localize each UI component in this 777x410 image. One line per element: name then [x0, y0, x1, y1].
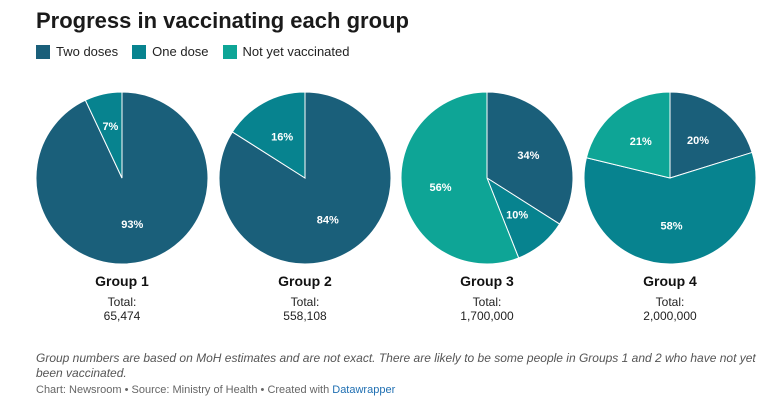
group-3-total-label: Total:: [472, 295, 502, 309]
group-1-total-label: Total:: [107, 295, 137, 309]
legend: Two doses One dose Not yet vaccinated: [36, 44, 349, 59]
group-2-caption: Group 2 Total: 558,108: [220, 273, 390, 323]
group-1-slice-two-doses: [35, 91, 209, 265]
group-3-total-value: 1,700,000: [460, 309, 514, 323]
legend-swatch-not-vaccinated: [222, 44, 237, 59]
group-4-slice-label-two-doses: 20%: [687, 135, 709, 147]
group-2-slice-label-two-doses: 84%: [317, 214, 339, 226]
legend-swatch-two-doses: [36, 44, 50, 59]
group-2-total-label: Total:: [290, 295, 320, 309]
legend-label-not-vaccinated: Not yet vaccinated: [242, 44, 350, 59]
group-3-slice-label-not-yet-vaccinated: 56%: [429, 182, 451, 194]
group-4-total-value: 2,000,000: [643, 309, 697, 323]
group-3-slice-label-one-dose: 10%: [506, 209, 528, 221]
chart-title: Progress in vaccinating each group: [36, 8, 409, 33]
group-1-slice-label-one-dose: 7%: [102, 121, 118, 133]
legend-item-not-vaccinated: Not yet vaccinated: [222, 44, 350, 59]
pie-charts: 93% 7% 84% 16% 34% 10% 56% 20% 58% 21%: [35, 91, 757, 265]
chart-credits: Chart: Newsroom • Source: Ministry of He…: [36, 384, 395, 396]
group-4-caption: Group 4 Total: 2,000,000: [585, 273, 755, 323]
legend-label-two-doses: Two doses: [56, 44, 119, 59]
legend-item-two-doses: Two doses: [36, 44, 118, 59]
group-4-slice-not-yet-vaccinated: [585, 91, 671, 179]
group-1-caption: Group 1 Total: 65,474: [37, 273, 207, 323]
group-1-slice-label-two-doses: 93%: [121, 219, 143, 231]
group-1-slice-one-dose: [84, 91, 123, 179]
group-2-slice-one-dose: [231, 91, 306, 179]
group-3-slice-not-yet-vaccinated: [400, 91, 520, 265]
group-3-slice-label-two-doses: 34%: [517, 150, 539, 162]
group-2-title: Group 2: [278, 273, 332, 289]
group-1-total-value: 65,474: [103, 309, 141, 323]
group-4-slice-label-not-yet-vaccinated: 21%: [630, 136, 652, 148]
legend-label-one-dose: One dose: [152, 44, 209, 59]
chart-note: Group numbers are based on MoH estimates…: [36, 351, 756, 380]
group-2-total-value: 558,108: [283, 309, 327, 323]
group-2-slice-label-one-dose: 16%: [271, 132, 293, 144]
group-4-slice-label-one-dose: 58%: [660, 220, 682, 232]
credits-text: Chart: Newsroom • Source: Ministry of He…: [36, 384, 333, 396]
group-4-slice-two-doses: [669, 91, 753, 179]
datawrapper-link[interactable]: Datawrapper: [332, 384, 396, 396]
group-3-caption: Group 3 Total: 1,700,000: [402, 273, 572, 323]
legend-item-one-dose: One dose: [132, 44, 209, 59]
group-4-slice-one-dose: [583, 151, 757, 265]
group-3-title: Group 3: [460, 273, 514, 289]
group-4-total-label: Total:: [655, 295, 685, 309]
group-1-title: Group 1: [95, 273, 149, 289]
legend-swatch-one-dose: [132, 44, 147, 59]
group-4-title: Group 4: [643, 273, 697, 289]
